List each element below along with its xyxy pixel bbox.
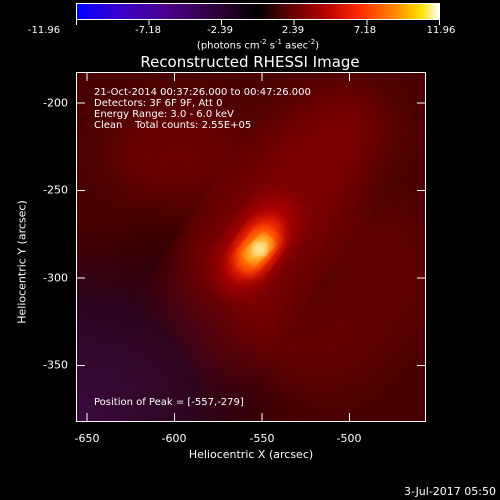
- x-tick-label: -650: [74, 432, 100, 445]
- colorbar-tick-label: -11.96: [27, 25, 61, 36]
- rhessi-image-plot: [76, 72, 426, 422]
- x-tick-label: -600: [161, 432, 187, 445]
- x-tick-label: -550: [249, 432, 275, 445]
- y-tick-label: -350: [43, 358, 68, 372]
- colorbar-units: (photons cm-2 s-1 asec-2): [196, 38, 320, 52]
- clean-counts-text: Clean Total counts: 2.55E+05: [94, 120, 252, 131]
- y-tick-label: -250: [43, 183, 68, 197]
- x-tick-label: -500: [336, 432, 362, 445]
- y-tick-label: -300: [43, 271, 68, 285]
- time-range-text: 21-Oct-2014 00:37:26.000 to 00:47:26.000: [94, 87, 311, 98]
- colorbar-tick-label: -2.39: [207, 25, 233, 36]
- colorbar-tick-label: 7.18: [353, 25, 377, 36]
- render-timestamp: 3-Jul-2017 05:50: [403, 485, 496, 498]
- colorbar-tick-label: -7.18: [135, 25, 161, 36]
- y-tick-label: -200: [43, 96, 68, 110]
- colorbar-ticks: [76, 20, 440, 25]
- rhessi-image: [77, 73, 425, 421]
- peak-position-text: Position of Peak = [-557,-279]: [94, 397, 244, 408]
- axis-ticks: [76, 72, 426, 422]
- colorbar-tick-label: 11.96: [426, 25, 456, 36]
- energy-range-text: Energy Range: 3.0 - 6.0 keV: [94, 109, 234, 120]
- x-axis-label: Heliocentric X (arcsec): [188, 448, 314, 461]
- image-title: Reconstructed RHESSI Image: [140, 53, 360, 71]
- y-axis-label: Heliocentric Y (arcsec): [15, 200, 29, 324]
- detectors-text: Detectors: 3F 6F 9F, Att 0: [94, 98, 223, 109]
- colorbar-tick-label: 2.39: [281, 25, 305, 36]
- colorbar: [76, 3, 440, 20]
